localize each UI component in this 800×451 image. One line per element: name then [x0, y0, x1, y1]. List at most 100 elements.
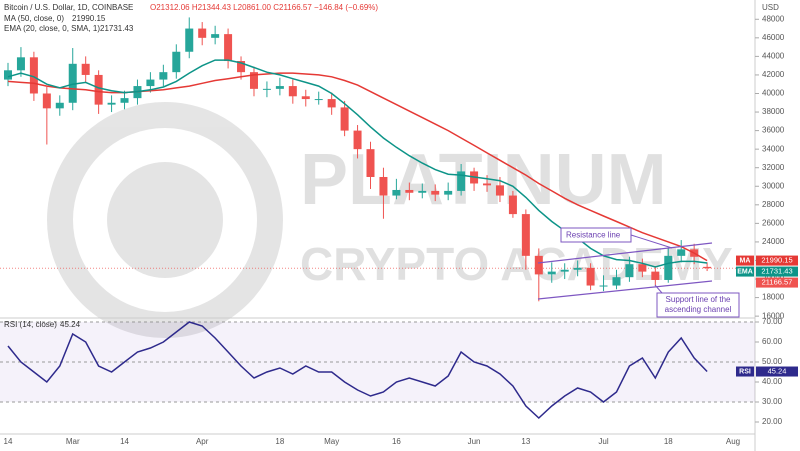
channel: Resistance line Support line of the asce…: [537, 227, 740, 318]
candle-body: [379, 176, 388, 196]
candle-body: [211, 34, 220, 38]
candle-body: [4, 70, 12, 80]
ohlc: O21312.06 H21344.43 L20861.00 C21166.57 …: [150, 3, 378, 12]
y-tick-label: 50.00: [762, 357, 783, 366]
price-tag: [756, 255, 798, 266]
x-tick-label: Aug: [726, 437, 740, 446]
annotation-box: [656, 292, 740, 318]
annotation-arrow: [630, 234, 673, 249]
candle-body: [68, 63, 77, 103]
watermark-text: CRYPTO ACADEMY: [300, 238, 733, 290]
legend-value: 21731.43: [100, 24, 134, 33]
y-tick-label: 36000: [762, 126, 785, 135]
candle-body: [599, 285, 608, 287]
candle-body: [651, 271, 660, 280]
candle-body: [107, 102, 116, 105]
candle-body: [353, 130, 362, 150]
candle-body: [340, 107, 349, 131]
candle-body: [703, 266, 712, 269]
x-tick-label: Apr: [196, 437, 209, 446]
y-tick-label: 34000: [762, 144, 785, 153]
candle-body: [172, 51, 181, 73]
x-tick-label: 16: [392, 437, 401, 446]
candle-body: [16, 57, 25, 71]
candle-body: [573, 267, 582, 270]
candle-body: [431, 190, 440, 195]
y-tick-label: 24000: [762, 237, 785, 246]
plot: 1600018000200002200024000260002800030000…: [0, 14, 785, 446]
candle-body: [392, 189, 401, 196]
x-tick-label: May: [324, 437, 339, 446]
tag-box: [736, 255, 754, 266]
y-tick-label: 16000: [762, 311, 785, 320]
x-tick-label: 14: [4, 437, 13, 446]
candle-body: [237, 61, 246, 73]
x-tick-label: 14: [120, 437, 129, 446]
candle-body: [275, 86, 284, 89]
legend-label: MA (50, close, 0): [4, 14, 64, 23]
candle-body: [612, 277, 621, 286]
candle-body: [444, 190, 453, 195]
watermark: PLATINUM CRYPTO ACADEMY: [47, 102, 733, 338]
candle-body: [29, 57, 38, 94]
candle-body: [288, 86, 297, 97]
legend-value: 21990.15: [72, 14, 106, 23]
candle-body: [405, 189, 414, 193]
x-tick-label: 18: [664, 437, 673, 446]
candle-body: [55, 102, 64, 109]
rsi-line: [7, 321, 708, 420]
candle-body: [366, 149, 375, 177]
candle-body: [159, 72, 168, 80]
y-tick-label: 46000: [762, 33, 785, 42]
candle-body: [638, 264, 647, 272]
tag-label: EMA: [737, 268, 753, 275]
y-tick-label: 28000: [762, 200, 785, 209]
y-tick-label: 32000: [762, 163, 785, 172]
candle-body: [560, 269, 569, 272]
watermark-logo: [107, 162, 223, 278]
candle-body: [327, 99, 336, 108]
candle-body: [586, 267, 595, 286]
tag-label: MA: [740, 257, 751, 264]
y-tick-label: 30000: [762, 181, 785, 190]
y-tick-label: 26000: [762, 218, 785, 227]
annotation-arrow: [654, 284, 663, 294]
legend-label: EMA (20, close, 0, SMA, 1): [4, 24, 100, 33]
y-tick-label: 20.00: [762, 417, 783, 426]
candle-body: [508, 195, 517, 215]
currency: USD: [762, 3, 779, 12]
support-line: [537, 280, 713, 300]
x-tick-label: 13: [521, 437, 530, 446]
x-tick-label: Jul: [598, 437, 608, 446]
candle-body: [677, 249, 686, 256]
candle-body: [625, 264, 634, 278]
candle-body: [94, 74, 103, 105]
candle-body: [185, 28, 194, 52]
price-tag-label: 45.24: [768, 367, 787, 376]
candle-body: [314, 99, 323, 101]
y-tick-label: 48000: [762, 14, 785, 23]
candle-body: [301, 96, 310, 100]
y-tick-label: 70.00: [762, 317, 783, 326]
price-tag-label: 21731.43: [761, 267, 792, 276]
candle-body: [42, 93, 51, 109]
rsi-band: [0, 322, 755, 402]
resistance-line: [537, 242, 713, 264]
candle-body: [664, 255, 673, 280]
price-tag: [756, 266, 798, 277]
candle-body: [534, 255, 543, 275]
price-tag: [756, 277, 798, 288]
candle-body: [483, 183, 492, 186]
tag-box: [736, 266, 754, 277]
candle-body: [418, 190, 427, 193]
watermark-text: PLATINUM: [300, 140, 667, 220]
ma-line: [7, 59, 708, 268]
y-tick-label: 40.00: [762, 377, 783, 386]
watermark-ring: [47, 102, 283, 338]
x-tick-label: Mar: [66, 437, 80, 446]
candle-body: [198, 28, 207, 38]
tag-box: [736, 366, 754, 377]
